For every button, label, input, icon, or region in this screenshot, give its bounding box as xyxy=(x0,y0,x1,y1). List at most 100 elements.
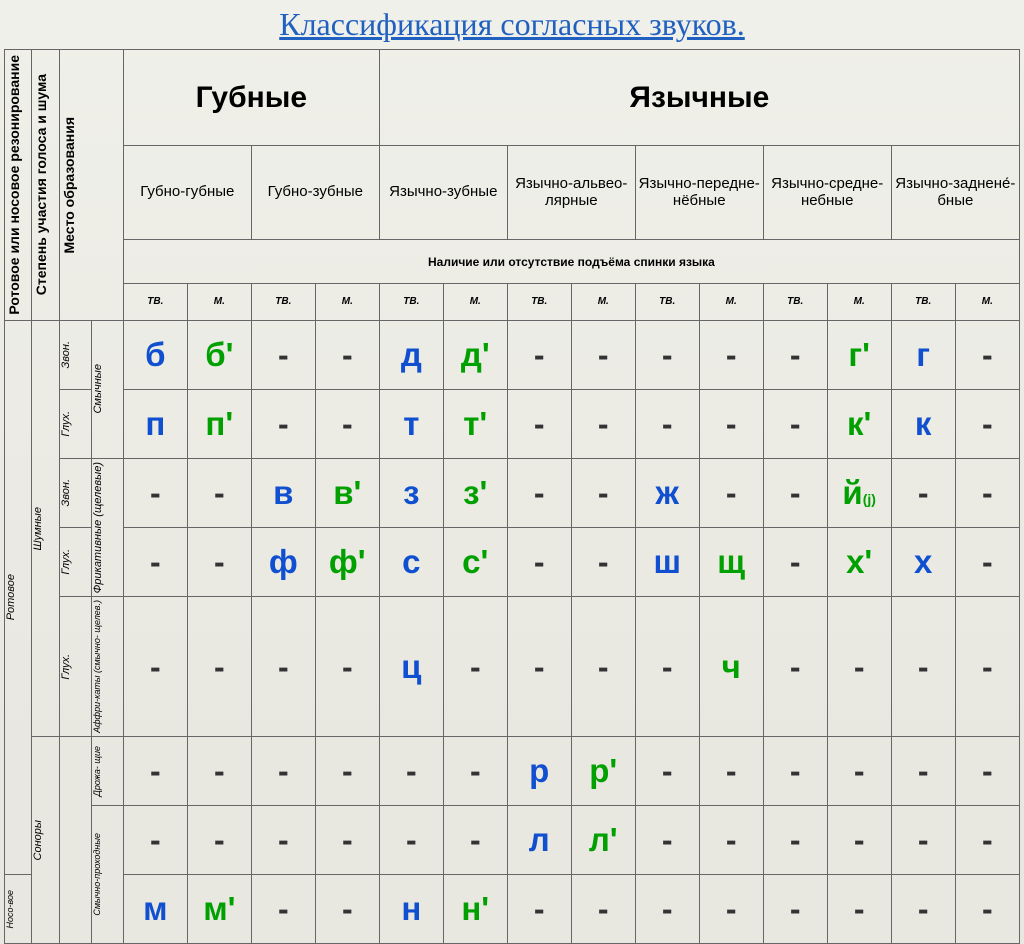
cell: - xyxy=(763,805,827,874)
cell: - xyxy=(955,736,1019,805)
cell: - xyxy=(507,320,571,389)
cell: б' xyxy=(187,320,251,389)
cell: - xyxy=(379,805,443,874)
cell: - xyxy=(891,805,955,874)
data-row-2: Глух. п п' - - т т' - - - - - к' к - xyxy=(5,389,1020,458)
cell: т' xyxy=(443,389,507,458)
cell: - xyxy=(251,320,315,389)
cell: - xyxy=(379,736,443,805)
cell: - xyxy=(123,805,187,874)
cell: - xyxy=(635,736,699,805)
cell: - xyxy=(571,596,635,736)
cell: - xyxy=(251,874,315,943)
data-row-7: Смычно-проходные - - - - - - л л' - - - … xyxy=(5,805,1020,874)
cell: - xyxy=(315,596,379,736)
cell: г xyxy=(891,320,955,389)
cell: - xyxy=(251,805,315,874)
cell: н xyxy=(379,874,443,943)
cell: - xyxy=(571,458,635,527)
page-container: Классификация согласных звуков. Ротовое … xyxy=(0,0,1024,768)
data-row-1: Ротовое Шумные Звон. Смычные б б' - - д … xyxy=(5,320,1020,389)
hs-tv-6: ТВ. xyxy=(763,284,827,320)
cell: - xyxy=(123,596,187,736)
sub-gubno-zubnye: Губно-зубные xyxy=(251,146,379,240)
cell: - xyxy=(955,527,1019,596)
hs-tv-3: ТВ. xyxy=(379,284,443,320)
cell: м' xyxy=(187,874,251,943)
hs-tv-2: ТВ. xyxy=(251,284,315,320)
tongue-label: Наличие или отсутствие подъёма спинки яз… xyxy=(123,239,1019,283)
voicing-zvon-2: Звон. xyxy=(61,477,73,508)
cell: г' xyxy=(827,320,891,389)
cell: - xyxy=(763,596,827,736)
sub-yaz-zubnye: Язычно-зубные xyxy=(379,146,507,240)
cell: ф' xyxy=(315,527,379,596)
voicing-glukh-2: Глух. xyxy=(61,547,73,577)
manner-frikativnye: Фрикативные (щелевые) xyxy=(93,460,105,595)
cell: - xyxy=(763,527,827,596)
cell: - xyxy=(955,458,1019,527)
voicing-glukh-3: Глух. xyxy=(61,652,73,682)
cell: - xyxy=(827,874,891,943)
hs-m-2: М. xyxy=(315,284,379,320)
sub-yaz-zadne: Язычно-заднене́-бные xyxy=(891,146,1019,240)
cell: щ xyxy=(699,527,763,596)
cell: - xyxy=(315,389,379,458)
cell: с' xyxy=(443,527,507,596)
cell: - xyxy=(443,805,507,874)
cell: - xyxy=(699,736,763,805)
header-row-4: ТВ. М. ТВ. М. ТВ. М. ТВ. М. ТВ. М. ТВ. М… xyxy=(5,284,1020,320)
resonance-nasal: Носо-вое xyxy=(6,888,15,931)
cell: - xyxy=(955,874,1019,943)
cell: - xyxy=(507,874,571,943)
cell: з' xyxy=(443,458,507,527)
cell: - xyxy=(891,874,955,943)
header-row-1: Ротовое или носовое резонирование Степен… xyxy=(5,50,1020,146)
cell: х' xyxy=(827,527,891,596)
manner-smychnye: Смычные xyxy=(93,362,105,416)
voice-noisy: Шумные xyxy=(33,505,45,552)
hs-tv-7: ТВ. xyxy=(891,284,955,320)
voicing-glukh-1: Глух. xyxy=(61,409,73,439)
cell: б xyxy=(123,320,187,389)
cell: - xyxy=(571,389,635,458)
cell: ш xyxy=(635,527,699,596)
cell: - xyxy=(443,736,507,805)
cell: - xyxy=(123,458,187,527)
cell: - xyxy=(315,736,379,805)
cell: - xyxy=(507,458,571,527)
data-row-4: Глух. - - ф ф' с с' - - ш щ - х' х - xyxy=(5,527,1020,596)
cell: - xyxy=(635,389,699,458)
cell: - xyxy=(571,874,635,943)
cell: - xyxy=(635,596,699,736)
cell: - xyxy=(827,736,891,805)
cell: - xyxy=(187,596,251,736)
hs-m-4: М. xyxy=(571,284,635,320)
data-row-5: Глух. Аффри-каты (смычно- щелев.) - - - … xyxy=(5,596,1020,736)
cell: - xyxy=(699,458,763,527)
cell: к xyxy=(891,389,955,458)
hs-m-5: М. xyxy=(699,284,763,320)
sub-gubno-gubnye: Губно-губные xyxy=(123,146,251,240)
cell: с xyxy=(379,527,443,596)
cell: - xyxy=(699,874,763,943)
header-row-3: Наличие или отсутствие подъёма спинки яз… xyxy=(5,239,1020,283)
hs-m-7: М. xyxy=(955,284,1019,320)
data-row-8: Носо-вое м м' - - н н' - - - - - - - - xyxy=(5,874,1020,943)
resonance-oral: Ротовое xyxy=(6,572,18,622)
cell: д' xyxy=(443,320,507,389)
hs-m-3: М. xyxy=(443,284,507,320)
cell: - xyxy=(955,320,1019,389)
data-row-6: Соноры Дрожа- щие - - - - - - р р' - - -… xyxy=(5,736,1020,805)
manner-smychno-prohodnye: Смычно-проходные xyxy=(93,831,102,918)
manner-drozhashchie: Дрожа- щие xyxy=(93,744,102,799)
cell: й(j) xyxy=(827,458,891,527)
cell: - xyxy=(315,320,379,389)
cell: - xyxy=(699,389,763,458)
cell: - xyxy=(123,736,187,805)
cell: - xyxy=(699,320,763,389)
cell: - xyxy=(571,527,635,596)
cell: в' xyxy=(315,458,379,527)
cell: - xyxy=(699,805,763,874)
cell: в xyxy=(251,458,315,527)
